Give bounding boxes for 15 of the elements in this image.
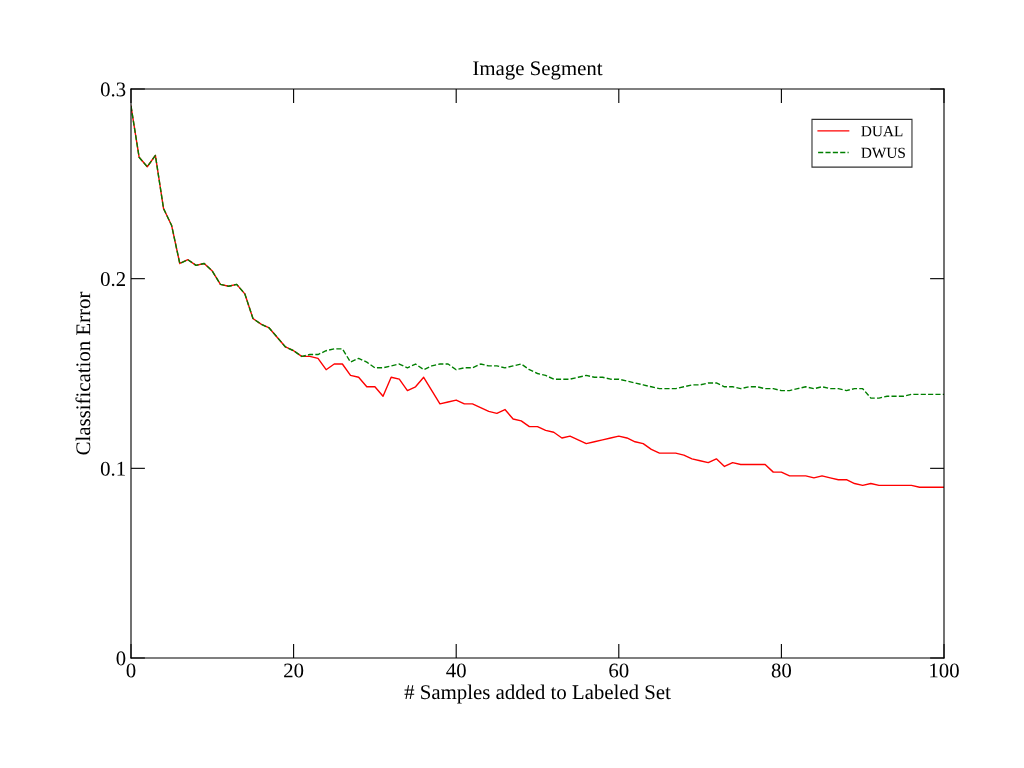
x-tick-label: 0 — [126, 663, 136, 678]
legend-label: DWUS — [861, 147, 905, 159]
y-tick-label: 0 — [116, 651, 126, 666]
x-tick-label: 60 — [609, 663, 629, 678]
y-tick-label: 0.2 — [100, 272, 125, 287]
x-tick-label: 80 — [771, 663, 792, 678]
x-axis-title: # Samples added to Labeled Set — [404, 684, 671, 704]
x-tick-label: 100 — [930, 663, 959, 678]
y-tick-label: 0.1 — [100, 461, 125, 476]
x-tick-label: 40 — [446, 663, 466, 678]
chart-title: Image Segment — [473, 61, 603, 80]
x-tick-label: 20 — [284, 663, 304, 678]
y-tick-label: 0.3 — [100, 82, 126, 97]
y-axis-title: Classification Error — [75, 291, 91, 455]
legend-label: DUAL — [861, 126, 903, 137]
